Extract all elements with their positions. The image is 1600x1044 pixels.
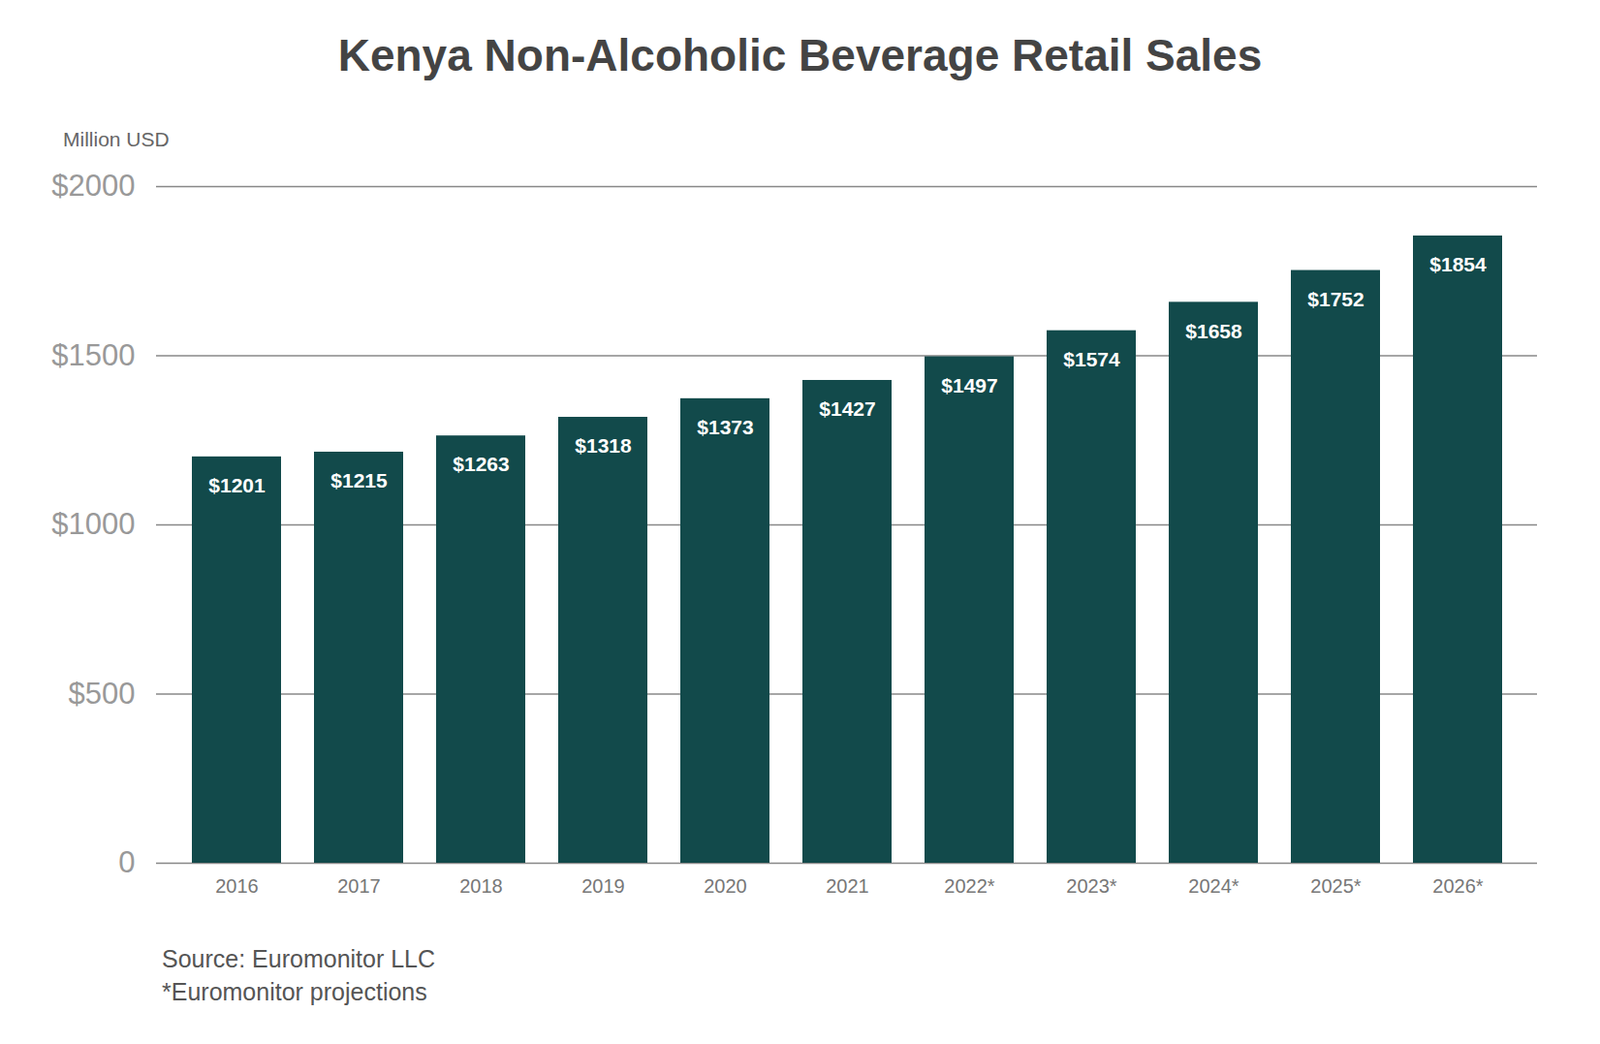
svg-text:2026*: 2026* — [1432, 875, 1483, 897]
svg-text:2018: 2018 — [459, 875, 503, 897]
svg-text:$1201: $1201 — [208, 473, 266, 497]
svg-text:2020: 2020 — [703, 875, 748, 897]
svg-text:$1574: $1574 — [1063, 347, 1121, 371]
svg-text:2021: 2021 — [825, 875, 870, 897]
svg-text:$500: $500 — [68, 676, 136, 711]
svg-text:2024*: 2024* — [1188, 875, 1239, 897]
svg-text:2025*: 2025* — [1310, 875, 1361, 897]
svg-text:$1318: $1318 — [574, 434, 632, 457]
svg-text:$1854: $1854 — [1429, 252, 1487, 276]
svg-text:2016: 2016 — [215, 875, 259, 897]
svg-text:2017: 2017 — [337, 875, 381, 897]
svg-text:$1427: $1427 — [818, 397, 876, 420]
svg-text:$1373: $1373 — [696, 415, 753, 439]
svg-text:2023*: 2023* — [1066, 875, 1117, 897]
html-text:Million USD: Million USD — [62, 127, 170, 151]
svg-text:2019: 2019 — [581, 875, 626, 897]
svg-text:2022*: 2022* — [943, 875, 995, 897]
svg-text:0: 0 — [118, 845, 135, 879]
html-text:*Euromonitor projections: *Euromonitor projections — [161, 977, 428, 1005]
svg-text:$1500: $1500 — [51, 338, 135, 373]
svg-text:$1658: $1658 — [1185, 319, 1243, 343]
html-text:Kenya Non-Alcoholic Beverage R: Kenya Non-Alcoholic Beverage Retail Sale… — [337, 30, 1263, 81]
html-text:Source: Euromonitor LLC: Source: Euromonitor LLC — [161, 944, 436, 973]
svg-text:$2000: $2000 — [51, 168, 135, 203]
svg-text:$1215: $1215 — [330, 469, 388, 492]
svg-text:$1497: $1497 — [941, 374, 998, 397]
svg-text:$1263: $1263 — [452, 452, 509, 475]
svg-text:$1000: $1000 — [51, 506, 135, 541]
svg-text:$1752: $1752 — [1307, 287, 1364, 311]
